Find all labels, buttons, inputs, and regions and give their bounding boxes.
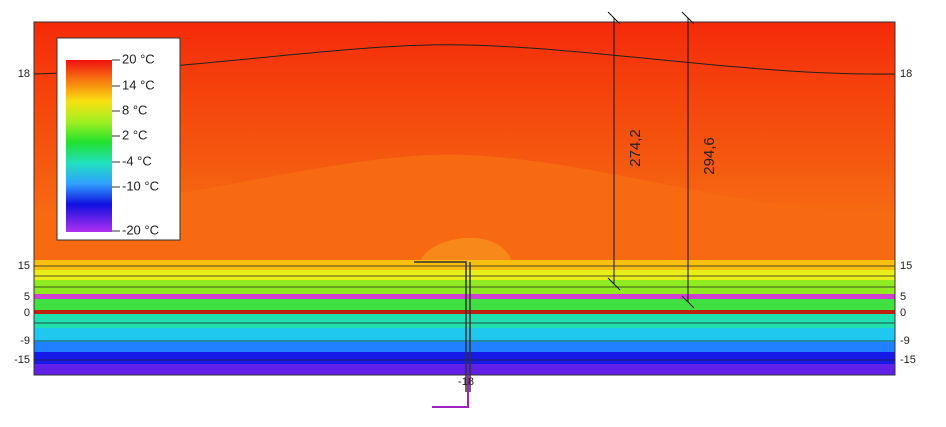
legend-label: 8 °C [122,102,147,117]
bracket [432,375,469,408]
color-scale [66,60,112,232]
isotherm-label: -15 [14,354,30,366]
layer [34,328,895,342]
warm-bulge [420,237,512,262]
dimension-label: 274,2 [627,129,644,167]
isotherm-label: 15 [900,260,912,272]
tick [681,11,695,25]
isotherm-label: 5 [24,291,30,303]
dimension-label: 294,6 [701,137,718,175]
layer [34,364,895,375]
isotherm [33,44,896,75]
tick [607,11,621,25]
layer [34,352,895,364]
legend-label: 20 °C [122,51,155,66]
isotherm-label: -9 [900,335,910,347]
layer [34,299,895,310]
legend-label: -4 °C [122,153,152,168]
isotherm-label: 0 [900,307,906,319]
legend-label: -10 °C [122,178,159,193]
frame [33,21,896,376]
tick [681,295,695,309]
legend-label: 2 °C [122,127,147,142]
layer [34,342,895,352]
isotherm-label: -15 [900,354,916,366]
isotherm-label: -9 [20,335,30,347]
tick [607,277,621,291]
post [414,261,467,392]
layer [34,314,895,328]
warm-zone [34,154,895,262]
dimension-lines [607,11,695,309]
isotherm-label: 18 [18,68,30,80]
isotherm-label: 18 [900,68,912,80]
layers [34,260,895,375]
isotherm-label: -18 [458,376,474,388]
legend [56,37,181,241]
isotherm-label: 5 [900,291,906,303]
isotherm-label: 0 [24,307,30,319]
layer [34,260,895,270]
legend-label: -20 °C [122,222,159,237]
structure [414,261,471,392]
isotherm-lines [34,265,895,361]
legend-label: 14 °C [122,77,155,92]
layer [34,270,895,280]
isotherm-label: 15 [18,260,30,272]
layer [34,310,895,314]
layer [34,294,895,299]
